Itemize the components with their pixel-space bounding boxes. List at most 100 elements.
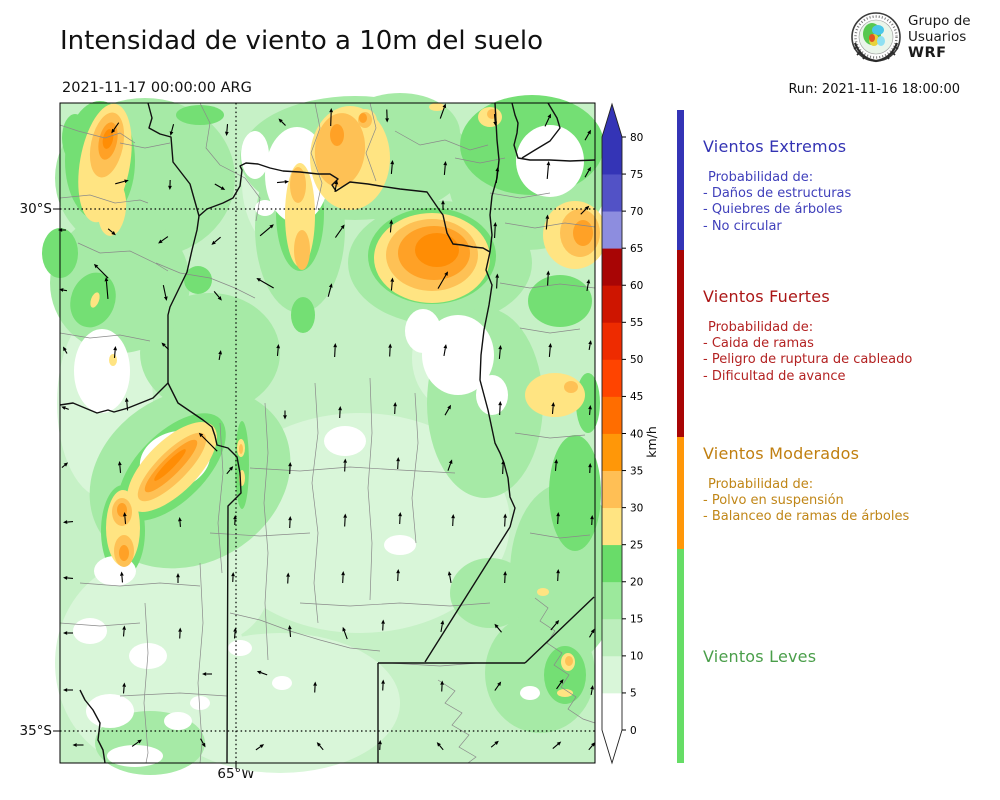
wind-region bbox=[102, 129, 114, 149]
page-title: Intensidad de viento a 10m del suelo bbox=[60, 26, 544, 56]
wind-arrow bbox=[211, 236, 221, 245]
department-border bbox=[529, 532, 591, 539]
legend-category-title: Vientos Extremos bbox=[703, 137, 847, 156]
wind-region bbox=[573, 220, 593, 246]
wind-arrow bbox=[313, 681, 317, 693]
wind-arrow bbox=[176, 573, 180, 583]
colorbar-tick-label: 50 bbox=[630, 354, 643, 366]
wind-arrow bbox=[451, 514, 455, 527]
wind-arrow bbox=[276, 344, 281, 357]
wind-region bbox=[290, 167, 306, 203]
wind-arrow bbox=[551, 402, 556, 415]
colorbar-tick-label: 15 bbox=[630, 614, 643, 626]
wind-region bbox=[190, 696, 210, 710]
wind-arrow bbox=[63, 346, 68, 354]
wind-arrow bbox=[443, 344, 448, 357]
department-border bbox=[311, 382, 319, 624]
legend-item: - Quiebres de árboles bbox=[703, 202, 843, 218]
colorbar-tick-label: 65 bbox=[630, 243, 643, 255]
wind-arrow bbox=[169, 124, 175, 136]
wind-arrow bbox=[440, 620, 445, 633]
wind-arrow bbox=[552, 741, 562, 749]
wind-arrow bbox=[588, 340, 593, 351]
wind-region bbox=[255, 200, 275, 216]
wind-region bbox=[228, 640, 252, 656]
legend-category-items: Probabilidad de: - Caida de ramas - Peligr… bbox=[703, 320, 912, 385]
province-border bbox=[79, 689, 106, 764]
wind-region bbox=[516, 125, 584, 197]
wind-arrow bbox=[286, 572, 290, 584]
wind-arrow bbox=[276, 179, 289, 184]
wind-arrow bbox=[131, 739, 142, 747]
legend-category-title: Vientos Moderados bbox=[703, 444, 860, 463]
wind-arrow bbox=[288, 462, 292, 475]
wind-region bbox=[544, 646, 586, 704]
logo-line-3: WRF bbox=[908, 45, 947, 61]
department-border bbox=[263, 402, 269, 661]
legend-category-moderados: Vientos Moderados Probabilidad de: - Polvo… bbox=[703, 444, 909, 526]
wind-region bbox=[97, 180, 127, 236]
department-border bbox=[437, 679, 477, 764]
wind-region bbox=[528, 275, 592, 327]
wind-arrow bbox=[343, 458, 348, 472]
wind-arrow bbox=[385, 109, 389, 123]
wind-arrow bbox=[63, 631, 73, 635]
wind-arrow bbox=[381, 679, 385, 691]
wind-arrow bbox=[278, 118, 286, 126]
wind-arrow bbox=[589, 628, 595, 638]
wind-arrow bbox=[588, 463, 592, 474]
colorbar-tick-label: 40 bbox=[630, 428, 643, 440]
colorbar-segment bbox=[602, 544, 622, 583]
department-border bbox=[59, 332, 151, 342]
province-border bbox=[147, 102, 200, 217]
wind-arrow bbox=[389, 219, 394, 233]
province-border bbox=[424, 526, 511, 663]
wind-arrow bbox=[200, 738, 206, 748]
department-border bbox=[489, 192, 551, 199]
department-border bbox=[310, 102, 323, 211]
department-border bbox=[119, 692, 228, 697]
wind-region bbox=[119, 545, 129, 561]
department-border bbox=[199, 102, 261, 222]
wind-arrow bbox=[544, 113, 551, 127]
wind-arrow bbox=[584, 166, 591, 178]
wind-arrow bbox=[233, 627, 238, 639]
wind-region bbox=[359, 113, 367, 123]
wind-region bbox=[109, 354, 117, 366]
province-border bbox=[167, 382, 242, 764]
wind-arrow bbox=[61, 462, 69, 468]
wind-region bbox=[74, 329, 130, 413]
wind-arrow bbox=[503, 571, 507, 584]
wind-arrow bbox=[586, 279, 591, 292]
wind-arrow bbox=[556, 512, 560, 525]
wind-region bbox=[415, 233, 459, 267]
wind-arrow bbox=[501, 460, 506, 475]
wind-region bbox=[480, 125, 520, 161]
colorbar-segment bbox=[602, 359, 622, 397]
legend-item: - Dificultad de avance bbox=[703, 368, 846, 384]
wind-region bbox=[291, 297, 315, 333]
colorbar-tick-label: 70 bbox=[630, 206, 643, 218]
wind-region bbox=[90, 292, 100, 308]
wind-arrow bbox=[334, 224, 345, 238]
wind-arrow bbox=[437, 271, 448, 289]
wind-region bbox=[164, 712, 192, 730]
department-border bbox=[519, 327, 581, 334]
wind-arrow bbox=[498, 345, 503, 360]
wind-arrow bbox=[63, 688, 73, 692]
colorbar-segment bbox=[602, 211, 622, 249]
legend-item: - Peligro de ruptura de cableado bbox=[703, 352, 913, 368]
wrf-logo-text: Grupo de Usuarios WRF bbox=[908, 13, 971, 61]
category-strip bbox=[677, 110, 684, 763]
wind-region bbox=[565, 656, 573, 666]
legend-category-leves: Vientos Leves bbox=[703, 647, 816, 666]
category-strip-segment bbox=[677, 250, 684, 437]
wind-arrow bbox=[255, 744, 265, 751]
wind-arrow bbox=[398, 512, 402, 525]
department-border bbox=[499, 282, 596, 289]
wind-arrow bbox=[545, 214, 550, 230]
wind-arrow bbox=[493, 113, 498, 126]
wind-arrow bbox=[327, 283, 333, 297]
wind-arrow bbox=[233, 515, 237, 526]
